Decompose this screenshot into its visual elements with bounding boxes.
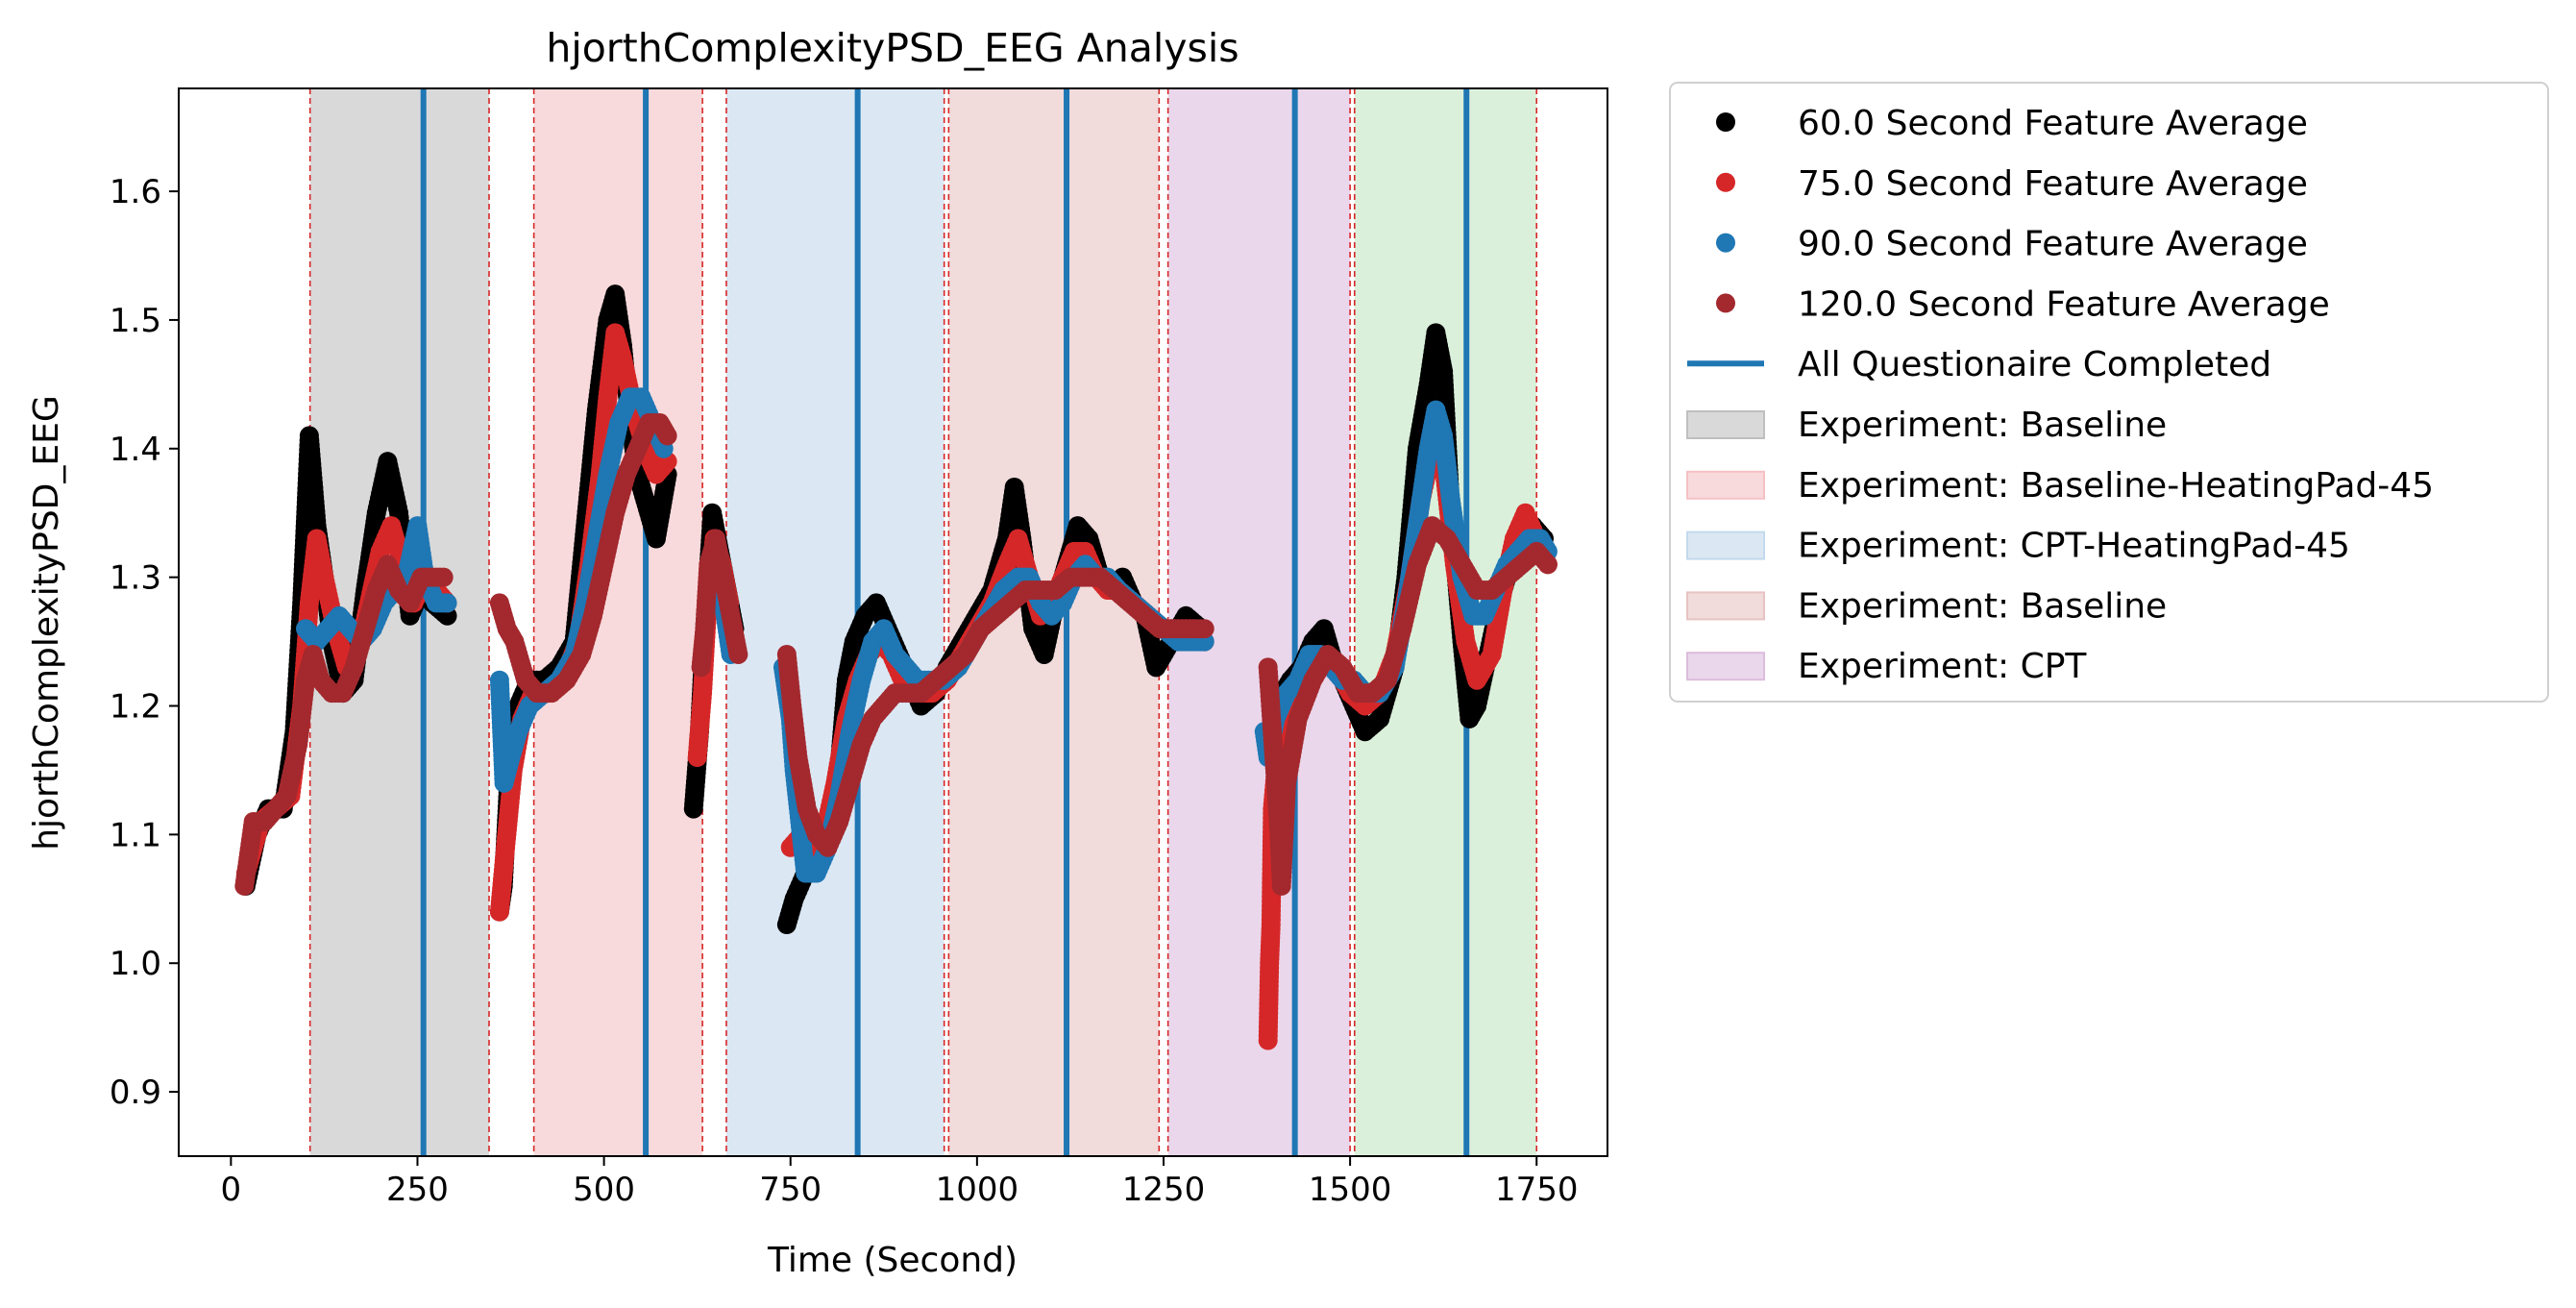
x-tick-label-2: 500 — [573, 1171, 635, 1209]
y-tick-label-5: 1.4 — [110, 431, 161, 469]
legend-label-2: 90.0 Second Feature Average — [1798, 225, 2308, 264]
y-tick-label-6: 1.5 — [110, 302, 161, 340]
y-tick-label-3: 1.2 — [110, 688, 161, 727]
legend: 60.0 Second Feature Average 75.0 Second F… — [1669, 82, 2549, 703]
data-point — [437, 593, 457, 613]
legend-patch-5 — [1686, 410, 1765, 439]
plot-frame — [178, 87, 1608, 1157]
legend-marker-2 — [1716, 233, 1735, 253]
x-tick-label-7: 1750 — [1495, 1171, 1579, 1209]
legend-label-1: 75.0 Second Feature Average — [1798, 164, 2308, 204]
x-axis-label: Time (Second) — [767, 1241, 1018, 1280]
legend-marker-0 — [1716, 112, 1735, 132]
y-tick-label-7: 1.6 — [110, 173, 161, 211]
legend-label-8: Experiment: Baseline — [1798, 586, 2167, 626]
data-point — [1537, 555, 1558, 575]
y-tick-label-1: 1.0 — [110, 945, 161, 983]
data-point — [728, 644, 748, 664]
experiment-region-1 — [533, 88, 703, 1156]
y-axis-label: hjorthComplexityPSD_EEG — [27, 395, 66, 851]
series-3 — [234, 413, 1558, 896]
legend-patch-8 — [1686, 591, 1765, 621]
x-axis-ticks: 0 250 500 750 1000 1250 1500 1750 — [221, 1156, 1579, 1209]
y-tick-label-2: 1.1 — [110, 816, 161, 854]
data-points — [234, 284, 1558, 1050]
data-point — [433, 567, 454, 587]
legend-label-7: Experiment: CPT-HeatingPad-45 — [1798, 527, 2350, 566]
legend-patch-9 — [1686, 652, 1765, 681]
data-point — [657, 426, 677, 446]
legend-label-6: Experiment: Baseline-HeatingPad-45 — [1798, 466, 2434, 506]
legend-items: 60.0 Second Feature Average 75.0 Second F… — [1686, 104, 2434, 686]
x-tick-label-0: 0 — [221, 1171, 242, 1209]
legend-box — [1669, 82, 2549, 703]
legend-marker-3 — [1716, 293, 1735, 313]
data-point — [1194, 619, 1214, 639]
y-tick-label-4: 1.3 — [110, 559, 161, 598]
x-tick-label-1: 250 — [386, 1171, 449, 1209]
experiment-region-5 — [1354, 88, 1537, 1156]
x-tick-label-5: 1250 — [1122, 1171, 1206, 1209]
y-axis-ticks: 0.9 1.0 1.1 1.2 1.3 1.4 1.5 1.6 — [110, 173, 179, 1112]
legend-label-9: Experiment: CPT — [1798, 647, 2087, 686]
legend-label-0: 60.0 Second Feature Average — [1798, 104, 2308, 143]
chart-title: hjorthComplexityPSD_EEG Analysis — [546, 25, 1239, 71]
legend-patch-7 — [1686, 531, 1765, 560]
legend-marker-1 — [1716, 172, 1735, 192]
legend-label-3: 120.0 Second Feature Average — [1798, 284, 2330, 324]
y-tick-label-0: 0.9 — [110, 1074, 161, 1112]
x-tick-label-3: 750 — [759, 1171, 822, 1209]
questionnaire-lines — [420, 88, 1470, 1156]
x-tick-label-4: 1000 — [936, 1171, 1019, 1209]
experiment-region-2 — [725, 88, 945, 1156]
legend-patch-6 — [1686, 470, 1765, 500]
x-tick-label-6: 1500 — [1309, 1171, 1392, 1209]
legend-label-5: Experiment: Baseline — [1798, 406, 2167, 445]
legend-label-4: All Questionaire Completed — [1798, 345, 2271, 384]
